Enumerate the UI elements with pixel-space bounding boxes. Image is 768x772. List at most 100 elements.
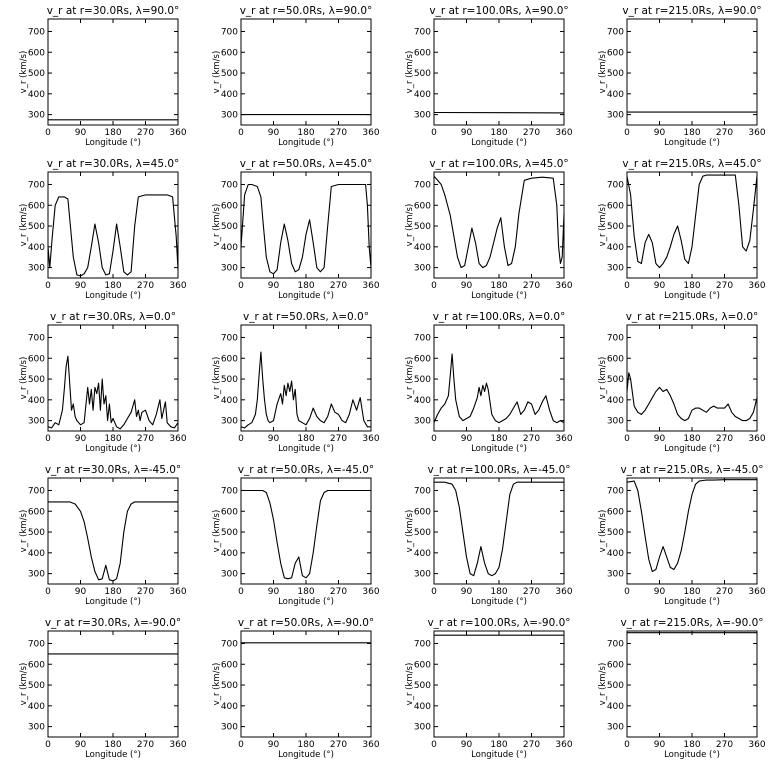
x-axis-label: Longitude (°) bbox=[85, 444, 141, 454]
y-tick-label: 400 bbox=[28, 702, 45, 712]
x-tick-label: 180 bbox=[490, 434, 507, 444]
y-tick-label: 300 bbox=[607, 111, 624, 121]
x-tick-label: 90 bbox=[654, 740, 666, 750]
x-tick-label: 180 bbox=[490, 128, 507, 138]
x-axis-label: Longitude (°) bbox=[471, 597, 527, 607]
x-tick-label: 90 bbox=[268, 128, 280, 138]
y-tick-label: 700 bbox=[28, 486, 45, 496]
x-tick-label: 270 bbox=[137, 587, 154, 597]
x-axis-label: Longitude (°) bbox=[471, 444, 527, 454]
y-tick-label: 500 bbox=[414, 528, 431, 538]
y-axis-label: v_r (km/s) bbox=[598, 663, 608, 706]
x-tick-label: 180 bbox=[683, 281, 700, 291]
plot-frame bbox=[627, 172, 757, 278]
y-tick-label: 700 bbox=[28, 180, 45, 190]
series-line bbox=[48, 195, 178, 276]
x-tick-label: 270 bbox=[523, 434, 540, 444]
y-tick-label: 600 bbox=[414, 201, 431, 211]
y-tick-label: 600 bbox=[221, 201, 238, 211]
x-tick-label: 0 bbox=[45, 281, 51, 291]
plot-frame bbox=[434, 19, 564, 125]
x-tick-label: 270 bbox=[716, 128, 733, 138]
panel-title: v_r at r=30.0Rs, λ=0.0° bbox=[50, 311, 176, 323]
x-tick-label: 270 bbox=[716, 434, 733, 444]
x-tick-label: 180 bbox=[104, 587, 121, 597]
y-tick-label: 600 bbox=[28, 201, 45, 211]
x-tick-label: 0 bbox=[238, 587, 244, 597]
y-tick-label: 500 bbox=[221, 222, 238, 232]
x-tick-label: 90 bbox=[461, 128, 473, 138]
y-tick-label: 700 bbox=[221, 180, 238, 190]
x-tick-label: 0 bbox=[238, 128, 244, 138]
x-tick-label: 360 bbox=[362, 128, 379, 138]
x-tick-label: 90 bbox=[461, 587, 473, 597]
y-tick-label: 600 bbox=[607, 660, 624, 670]
y-axis-label: v_r (km/s) bbox=[212, 510, 222, 553]
plot-frame bbox=[241, 631, 371, 737]
x-tick-label: 360 bbox=[555, 128, 572, 138]
x-axis-label: Longitude (°) bbox=[664, 138, 720, 148]
x-axis-label: Longitude (°) bbox=[664, 750, 720, 760]
x-tick-label: 270 bbox=[137, 281, 154, 291]
series-line bbox=[241, 185, 371, 274]
y-tick-label: 400 bbox=[607, 396, 624, 406]
x-tick-label: 270 bbox=[330, 740, 347, 750]
x-tick-label: 180 bbox=[297, 587, 314, 597]
x-tick-label: 360 bbox=[748, 434, 765, 444]
x-tick-label: 360 bbox=[555, 587, 572, 597]
y-tick-label: 600 bbox=[607, 354, 624, 364]
series-line bbox=[241, 352, 371, 428]
panel-title: v_r at r=100.0Rs, λ=90.0° bbox=[429, 5, 568, 17]
y-tick-label: 700 bbox=[414, 333, 431, 343]
y-tick-label: 600 bbox=[28, 660, 45, 670]
y-tick-label: 700 bbox=[221, 639, 238, 649]
y-tick-label: 400 bbox=[221, 549, 238, 559]
y-tick-label: 400 bbox=[28, 90, 45, 100]
y-tick-label: 600 bbox=[28, 48, 45, 58]
x-tick-label: 180 bbox=[104, 434, 121, 444]
x-tick-label: 90 bbox=[268, 740, 280, 750]
y-tick-label: 500 bbox=[607, 528, 624, 538]
y-tick-label: 500 bbox=[607, 681, 624, 691]
x-tick-label: 0 bbox=[45, 434, 51, 444]
y-tick-label: 400 bbox=[607, 702, 624, 712]
series-line bbox=[434, 176, 564, 267]
x-tick-label: 360 bbox=[169, 740, 186, 750]
panel-title: v_r at r=215.0Rs, λ=0.0° bbox=[626, 311, 759, 323]
x-tick-label: 180 bbox=[297, 281, 314, 291]
x-tick-label: 0 bbox=[45, 128, 51, 138]
x-axis-label: Longitude (°) bbox=[278, 138, 334, 148]
series-line bbox=[627, 175, 757, 268]
x-tick-label: 270 bbox=[330, 128, 347, 138]
panel-title: v_r at r=30.0Rs, λ=-45.0° bbox=[45, 464, 181, 476]
plot-frame bbox=[627, 325, 757, 431]
y-tick-label: 600 bbox=[28, 507, 45, 517]
x-tick-label: 90 bbox=[268, 434, 280, 444]
panel-title: v_r at r=50.0Rs, λ=90.0° bbox=[240, 5, 373, 17]
panel-title: v_r at r=100.0Rs, λ=45.0° bbox=[429, 158, 568, 170]
x-axis-label: Longitude (°) bbox=[278, 597, 334, 607]
x-axis-label: Longitude (°) bbox=[278, 750, 334, 760]
y-tick-label: 500 bbox=[414, 681, 431, 691]
x-tick-label: 90 bbox=[654, 434, 666, 444]
y-tick-label: 300 bbox=[221, 570, 238, 580]
y-tick-label: 700 bbox=[414, 27, 431, 37]
y-tick-label: 700 bbox=[414, 486, 431, 496]
x-tick-label: 180 bbox=[297, 128, 314, 138]
x-tick-label: 360 bbox=[362, 434, 379, 444]
y-axis-label: v_r (km/s) bbox=[598, 204, 608, 247]
y-tick-label: 300 bbox=[607, 723, 624, 733]
x-tick-label: 90 bbox=[268, 281, 280, 291]
x-tick-label: 180 bbox=[683, 128, 700, 138]
plot-frame bbox=[48, 631, 178, 737]
x-tick-label: 0 bbox=[45, 587, 51, 597]
y-axis-label: v_r (km/s) bbox=[405, 357, 415, 400]
